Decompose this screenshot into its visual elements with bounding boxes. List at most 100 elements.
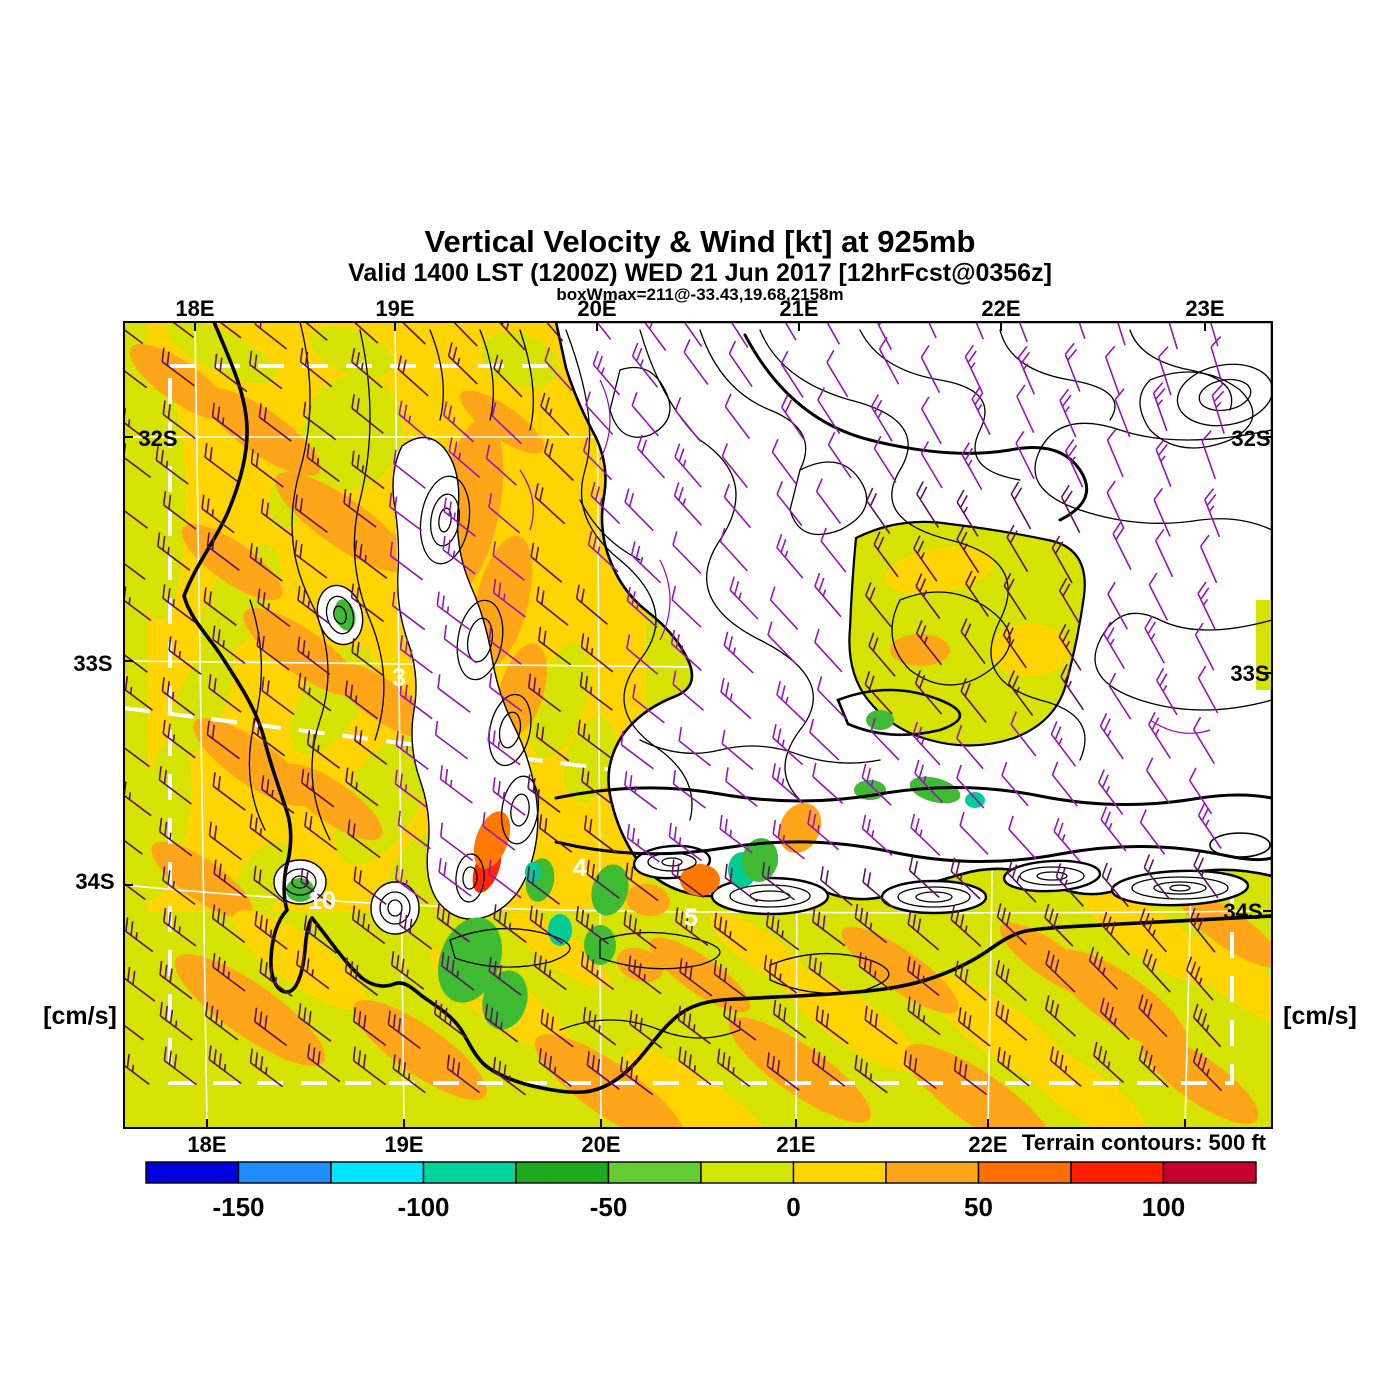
- wind-barb: [826, 322, 841, 345]
- velocity-contour-purple: [659, 559, 671, 641]
- wind-barb: [720, 678, 752, 720]
- wind-barb: [927, 322, 937, 339]
- wind-barb: [1060, 663, 1085, 711]
- wind-barb: [907, 956, 940, 997]
- wind-barb: [254, 911, 288, 950]
- left-axis-label-32s: 32S: [138, 426, 177, 451]
- wind-barb: [211, 402, 246, 442]
- wind-barb: [201, 494, 235, 534]
- terrain-contour: [565, 329, 693, 821]
- wind-barb: [161, 347, 195, 387]
- wind-barb: [583, 815, 618, 854]
- wind-barb: [769, 586, 799, 630]
- wind-barb: [624, 771, 658, 810]
- wind-barb: [1189, 907, 1216, 953]
- wind-barb: [971, 386, 991, 436]
- wind-barb: [820, 527, 847, 573]
- wind-barb: [124, 408, 151, 444]
- wind-barb: [772, 724, 804, 766]
- wind-barb: [306, 730, 341, 769]
- wind-barb: [353, 322, 379, 344]
- wind-barb: [302, 401, 337, 441]
- right-axis-label-32s: 32S: [1231, 426, 1270, 451]
- wind-barb: [218, 322, 242, 339]
- terrain-contour: [609, 366, 671, 438]
- wind-barb: [124, 1050, 150, 1085]
- wind-barb: [1078, 322, 1086, 339]
- wind-barb: [1059, 577, 1081, 626]
- wind-barb: [436, 903, 470, 943]
- colorbar-tick-label: 100: [1142, 1192, 1185, 1222]
- wind-barb: [498, 322, 526, 351]
- wind-barb: [544, 347, 573, 392]
- wind-barb: [814, 572, 842, 618]
- wind-barb: [870, 717, 900, 761]
- wind-barb: [910, 813, 941, 856]
- wind-barb: [672, 770, 706, 809]
- wind-barb: [212, 772, 246, 811]
- wind-barb: [124, 328, 144, 345]
- wind-barb: [858, 952, 892, 991]
- wind-barb: [719, 815, 753, 854]
- shading-patch: [624, 1049, 776, 1128]
- valid-time-line: Valid 1400 LST (1200Z) WED 21 Jun 2017 […: [348, 259, 1052, 287]
- wind-barb: [439, 765, 473, 804]
- wind-barb: [586, 1051, 620, 1090]
- wind-barb: [632, 684, 665, 724]
- wind-barb: [761, 861, 796, 901]
- wind-barb: [354, 726, 388, 765]
- wind-barb: [439, 822, 474, 862]
- wind-barb: [162, 400, 196, 440]
- wind-barb: [1204, 488, 1221, 538]
- wind-barb: [304, 322, 328, 341]
- wind-barb: [294, 494, 328, 534]
- wind-barb: [1211, 384, 1225, 434]
- wind-barb: [723, 483, 752, 529]
- wind-barb-layer: [124, 322, 1225, 1096]
- velocity-contour-purple: [599, 379, 611, 461]
- terrain-contour: [554, 840, 1272, 863]
- wind-barb: [629, 1010, 663, 1049]
- wind-barb: [482, 812, 516, 851]
- wind-barb: [907, 996, 941, 1036]
- terrain-contour: [999, 329, 1116, 421]
- wind-barb: [1064, 439, 1084, 488]
- right-axis-label-34s: 34S: [1223, 899, 1262, 924]
- wind-barb: [1144, 615, 1166, 664]
- wind-barb: [767, 621, 797, 665]
- wind-barb: [809, 718, 840, 761]
- colorbar-segment: [515, 1161, 610, 1184]
- colorbar-segment: [330, 1161, 425, 1184]
- wind-barb: [1108, 672, 1132, 720]
- wind-barb: [579, 672, 613, 711]
- wind-barb: [672, 531, 702, 575]
- terrain-contour: [1034, 422, 1272, 531]
- shading-patch: [729, 1017, 871, 1123]
- wind-barb: [1112, 521, 1132, 570]
- wind-barb: [587, 530, 619, 573]
- wind-barb: [625, 862, 659, 902]
- wind-barb: [1197, 665, 1219, 714]
- terrain-contour: [759, 329, 1086, 761]
- top-axis-label-22e: 22E: [981, 296, 1020, 321]
- wind-barb: [299, 347, 333, 388]
- velocity-patch: [482, 970, 528, 1030]
- wind-barb: [861, 814, 893, 856]
- wind-barb: [1044, 903, 1074, 947]
- map-annotation-5: 5: [684, 904, 698, 932]
- wind-barb: [816, 676, 847, 719]
- wind-barb: [1138, 994, 1168, 1038]
- wind-barb: [171, 322, 195, 339]
- wind-barb: [864, 1005, 898, 1045]
- wind-barb: [344, 957, 379, 996]
- colorbar-segment: [422, 1161, 517, 1184]
- terrain-contour: [599, 931, 721, 970]
- terrain-contour: [891, 591, 1011, 686]
- terrain-contour: [429, 329, 444, 421]
- wind-barb: [1050, 721, 1077, 767]
- terrain-contour: [519, 329, 534, 431]
- wind-barb: [1001, 761, 1029, 807]
- wind-barb: [1197, 802, 1222, 849]
- wind-barb: [540, 392, 570, 436]
- wind-barb: [866, 487, 891, 535]
